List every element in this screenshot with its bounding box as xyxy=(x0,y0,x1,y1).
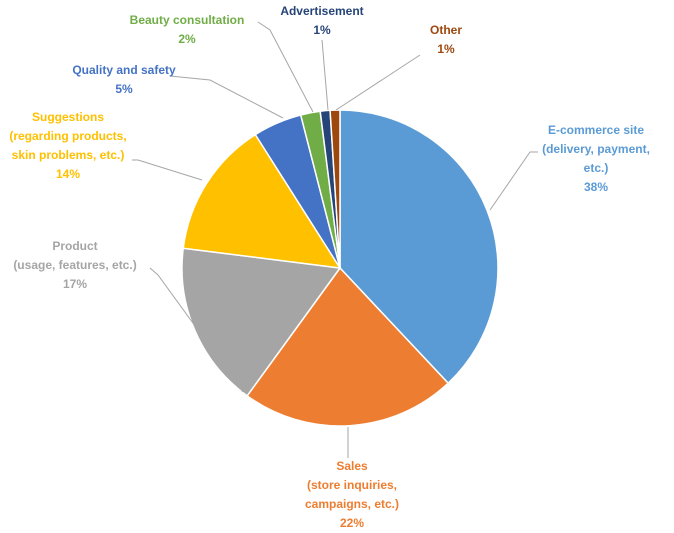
leader-line xyxy=(335,54,421,111)
leader-line xyxy=(132,159,203,181)
pie-slice xyxy=(182,133,342,269)
pie-slice xyxy=(339,109,499,385)
pie-slice xyxy=(181,247,342,397)
value-label: 22% xyxy=(340,516,364,530)
value-label: 14% xyxy=(56,167,80,181)
value-label: 2% xyxy=(178,32,196,46)
slice-label: (store inquiries, xyxy=(307,478,397,492)
value-label: 5% xyxy=(115,82,133,96)
slice-label: campaigns, etc.) xyxy=(305,497,399,511)
slice-label: Suggestions xyxy=(32,110,104,124)
value-label: 1% xyxy=(313,23,331,37)
slice-label: (delivery, payment, xyxy=(542,142,650,156)
leader-line xyxy=(169,75,284,119)
slice-label: etc.) xyxy=(584,161,609,175)
leader-line xyxy=(321,39,329,111)
leader-line xyxy=(489,151,538,211)
slice-label: Sales xyxy=(336,459,368,473)
value-label: 38% xyxy=(584,180,608,194)
slice-label: E-commerce site xyxy=(548,123,644,137)
slice-label: Product xyxy=(52,239,97,253)
value-label: 17% xyxy=(63,277,87,291)
slice-label: (usage, features, etc.) xyxy=(13,258,136,272)
value-label: 1% xyxy=(437,42,455,56)
pie-slice xyxy=(329,109,341,269)
slice-label: Beauty consultation xyxy=(130,13,245,27)
slice-label: Other xyxy=(430,23,462,37)
leader-line xyxy=(257,21,314,113)
slice-label: skin problems, etc.) xyxy=(12,148,125,162)
slice-label: Advertisement xyxy=(280,4,363,18)
slice-label: Quality and safety xyxy=(72,63,176,77)
pie-slice xyxy=(246,266,450,427)
slice-label: (regarding products, xyxy=(9,129,126,143)
leader-line xyxy=(149,267,244,393)
